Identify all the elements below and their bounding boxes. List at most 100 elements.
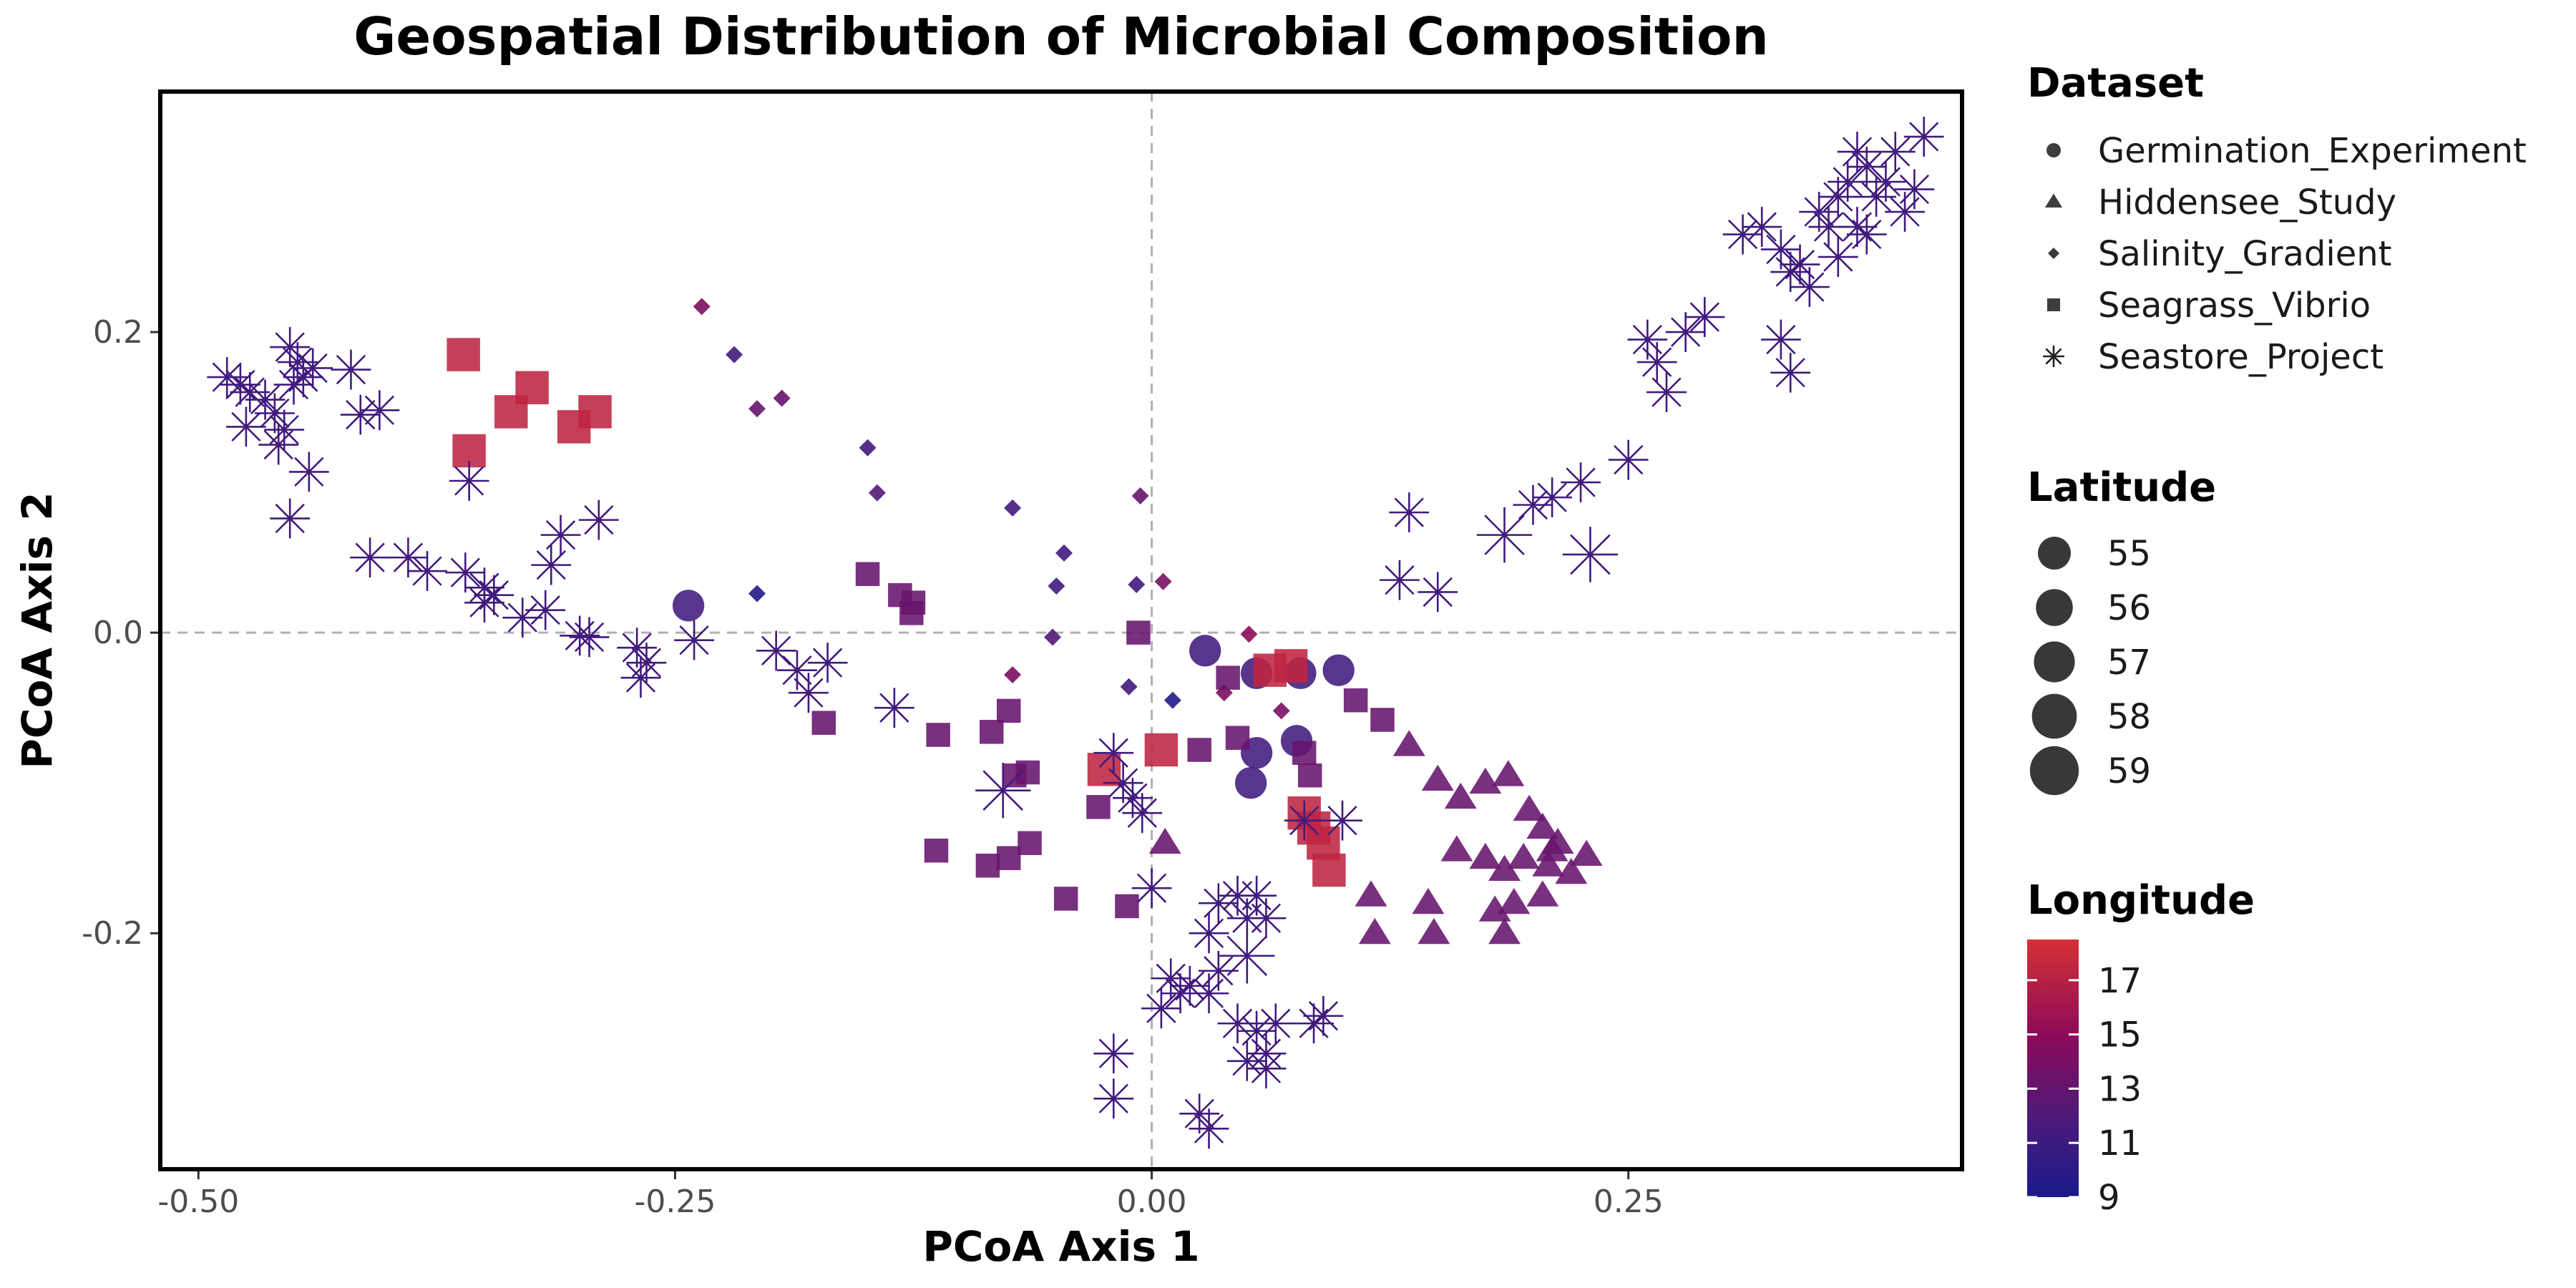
data-point	[1903, 117, 1944, 157]
data-point	[1846, 147, 1887, 187]
legend-size-key	[2031, 693, 2077, 739]
data-point	[777, 650, 817, 691]
data-point	[1189, 973, 1229, 1014]
legend-longitude: Longitude 17 15 13 11 9	[2027, 877, 2255, 1218]
data-point	[1492, 760, 1525, 786]
data-point	[331, 349, 371, 390]
y-tick-label: 0.0	[93, 615, 143, 651]
reference-lines	[160, 92, 1962, 1169]
data-point	[1440, 835, 1473, 862]
data-point	[445, 552, 486, 593]
data-point	[1115, 894, 1139, 919]
data-point	[899, 601, 924, 625]
data-point	[407, 551, 447, 591]
data-point	[1469, 767, 1502, 794]
data-point	[1198, 883, 1239, 924]
data-point	[560, 615, 600, 656]
data-point	[1894, 169, 1935, 210]
data-point	[1303, 995, 1344, 1036]
legend-latitude: Latitude 55 56 57 58 59	[2027, 464, 2216, 796]
data-point	[1418, 572, 1458, 613]
data-point	[1189, 913, 1229, 954]
data-point	[1322, 800, 1362, 841]
data-point	[1246, 898, 1287, 939]
data-point	[996, 846, 1021, 870]
data-point	[1513, 484, 1553, 525]
data-point	[350, 537, 391, 578]
data-point	[1294, 1003, 1334, 1044]
data-point	[1636, 342, 1677, 382]
data-point	[1646, 372, 1687, 412]
x-axis-ticks: -0.50 -0.25 0.00 0.25	[157, 1171, 1664, 1220]
data-point	[270, 327, 311, 367]
data-point	[1272, 702, 1290, 720]
data-point	[980, 720, 1004, 744]
legend-size-label: 56	[2107, 588, 2151, 628]
data-point	[245, 379, 286, 420]
data-point	[1163, 691, 1181, 709]
data-point	[1144, 733, 1179, 767]
data-point	[578, 499, 619, 540]
data-point	[1015, 760, 1040, 785]
data-point	[1799, 192, 1840, 232]
data-point	[1189, 635, 1221, 667]
data-point	[494, 395, 528, 429]
x-tick-label: 0.25	[1594, 1184, 1664, 1220]
data-point	[1837, 132, 1878, 172]
data-point	[1770, 352, 1811, 393]
legend-size-label: 57	[2107, 643, 2151, 683]
data-point	[474, 575, 514, 615]
data-point	[1148, 827, 1181, 854]
data-point	[525, 590, 566, 630]
data-point	[1808, 207, 1849, 247]
data-point	[1421, 764, 1454, 791]
data-point	[1780, 244, 1820, 285]
data-point	[1217, 1003, 1258, 1044]
data-point	[1885, 192, 1925, 232]
data-point	[1532, 477, 1573, 518]
series-seagrass-vibrio	[447, 338, 1395, 919]
legend-longitude-title: Longitude	[2027, 877, 2255, 924]
data-point	[1532, 850, 1565, 877]
data-point	[672, 590, 705, 622]
data-point	[1274, 649, 1308, 683]
data-point	[1044, 628, 1062, 646]
y-tick-label: 0.2	[93, 314, 143, 351]
data-point	[1018, 831, 1042, 855]
data-point	[1526, 880, 1559, 907]
data-point	[1541, 827, 1574, 854]
data-point	[855, 562, 880, 586]
data-point	[1297, 811, 1331, 845]
colorbar-label: 15	[2098, 1015, 2142, 1055]
data-point	[1476, 507, 1533, 563]
x-tick-label: -0.25	[634, 1184, 716, 1220]
legend-latitude-title: Latitude	[2027, 464, 2216, 511]
legend-dataset-label: Salinity_Gradient	[2098, 234, 2391, 274]
data-point	[230, 372, 270, 412]
data-point	[293, 348, 333, 389]
data-point	[1828, 162, 1868, 202]
data-point	[273, 364, 314, 405]
data-point	[447, 338, 480, 371]
data-point	[924, 838, 949, 863]
legend-size-key	[2038, 537, 2071, 570]
data-point	[1160, 973, 1201, 1014]
data-point	[1856, 177, 1896, 217]
data-point	[811, 711, 836, 735]
data-point	[1198, 950, 1239, 991]
plot-panel-border	[158, 89, 1964, 1171]
x-tick-label: 0.00	[1117, 1184, 1187, 1220]
legend-key-triangle	[2044, 193, 2063, 208]
data-point	[1292, 741, 1317, 765]
data-point	[1234, 766, 1267, 799]
data-point	[868, 484, 886, 502]
data-point	[1122, 793, 1163, 834]
data-point	[1226, 1040, 1267, 1081]
legend-size-key	[2034, 641, 2075, 683]
data-point	[1488, 854, 1521, 881]
data-point	[1570, 839, 1603, 866]
data-point	[464, 582, 504, 623]
data-point	[1055, 544, 1073, 562]
legend-size-key	[2029, 746, 2079, 796]
data-point	[756, 630, 796, 671]
